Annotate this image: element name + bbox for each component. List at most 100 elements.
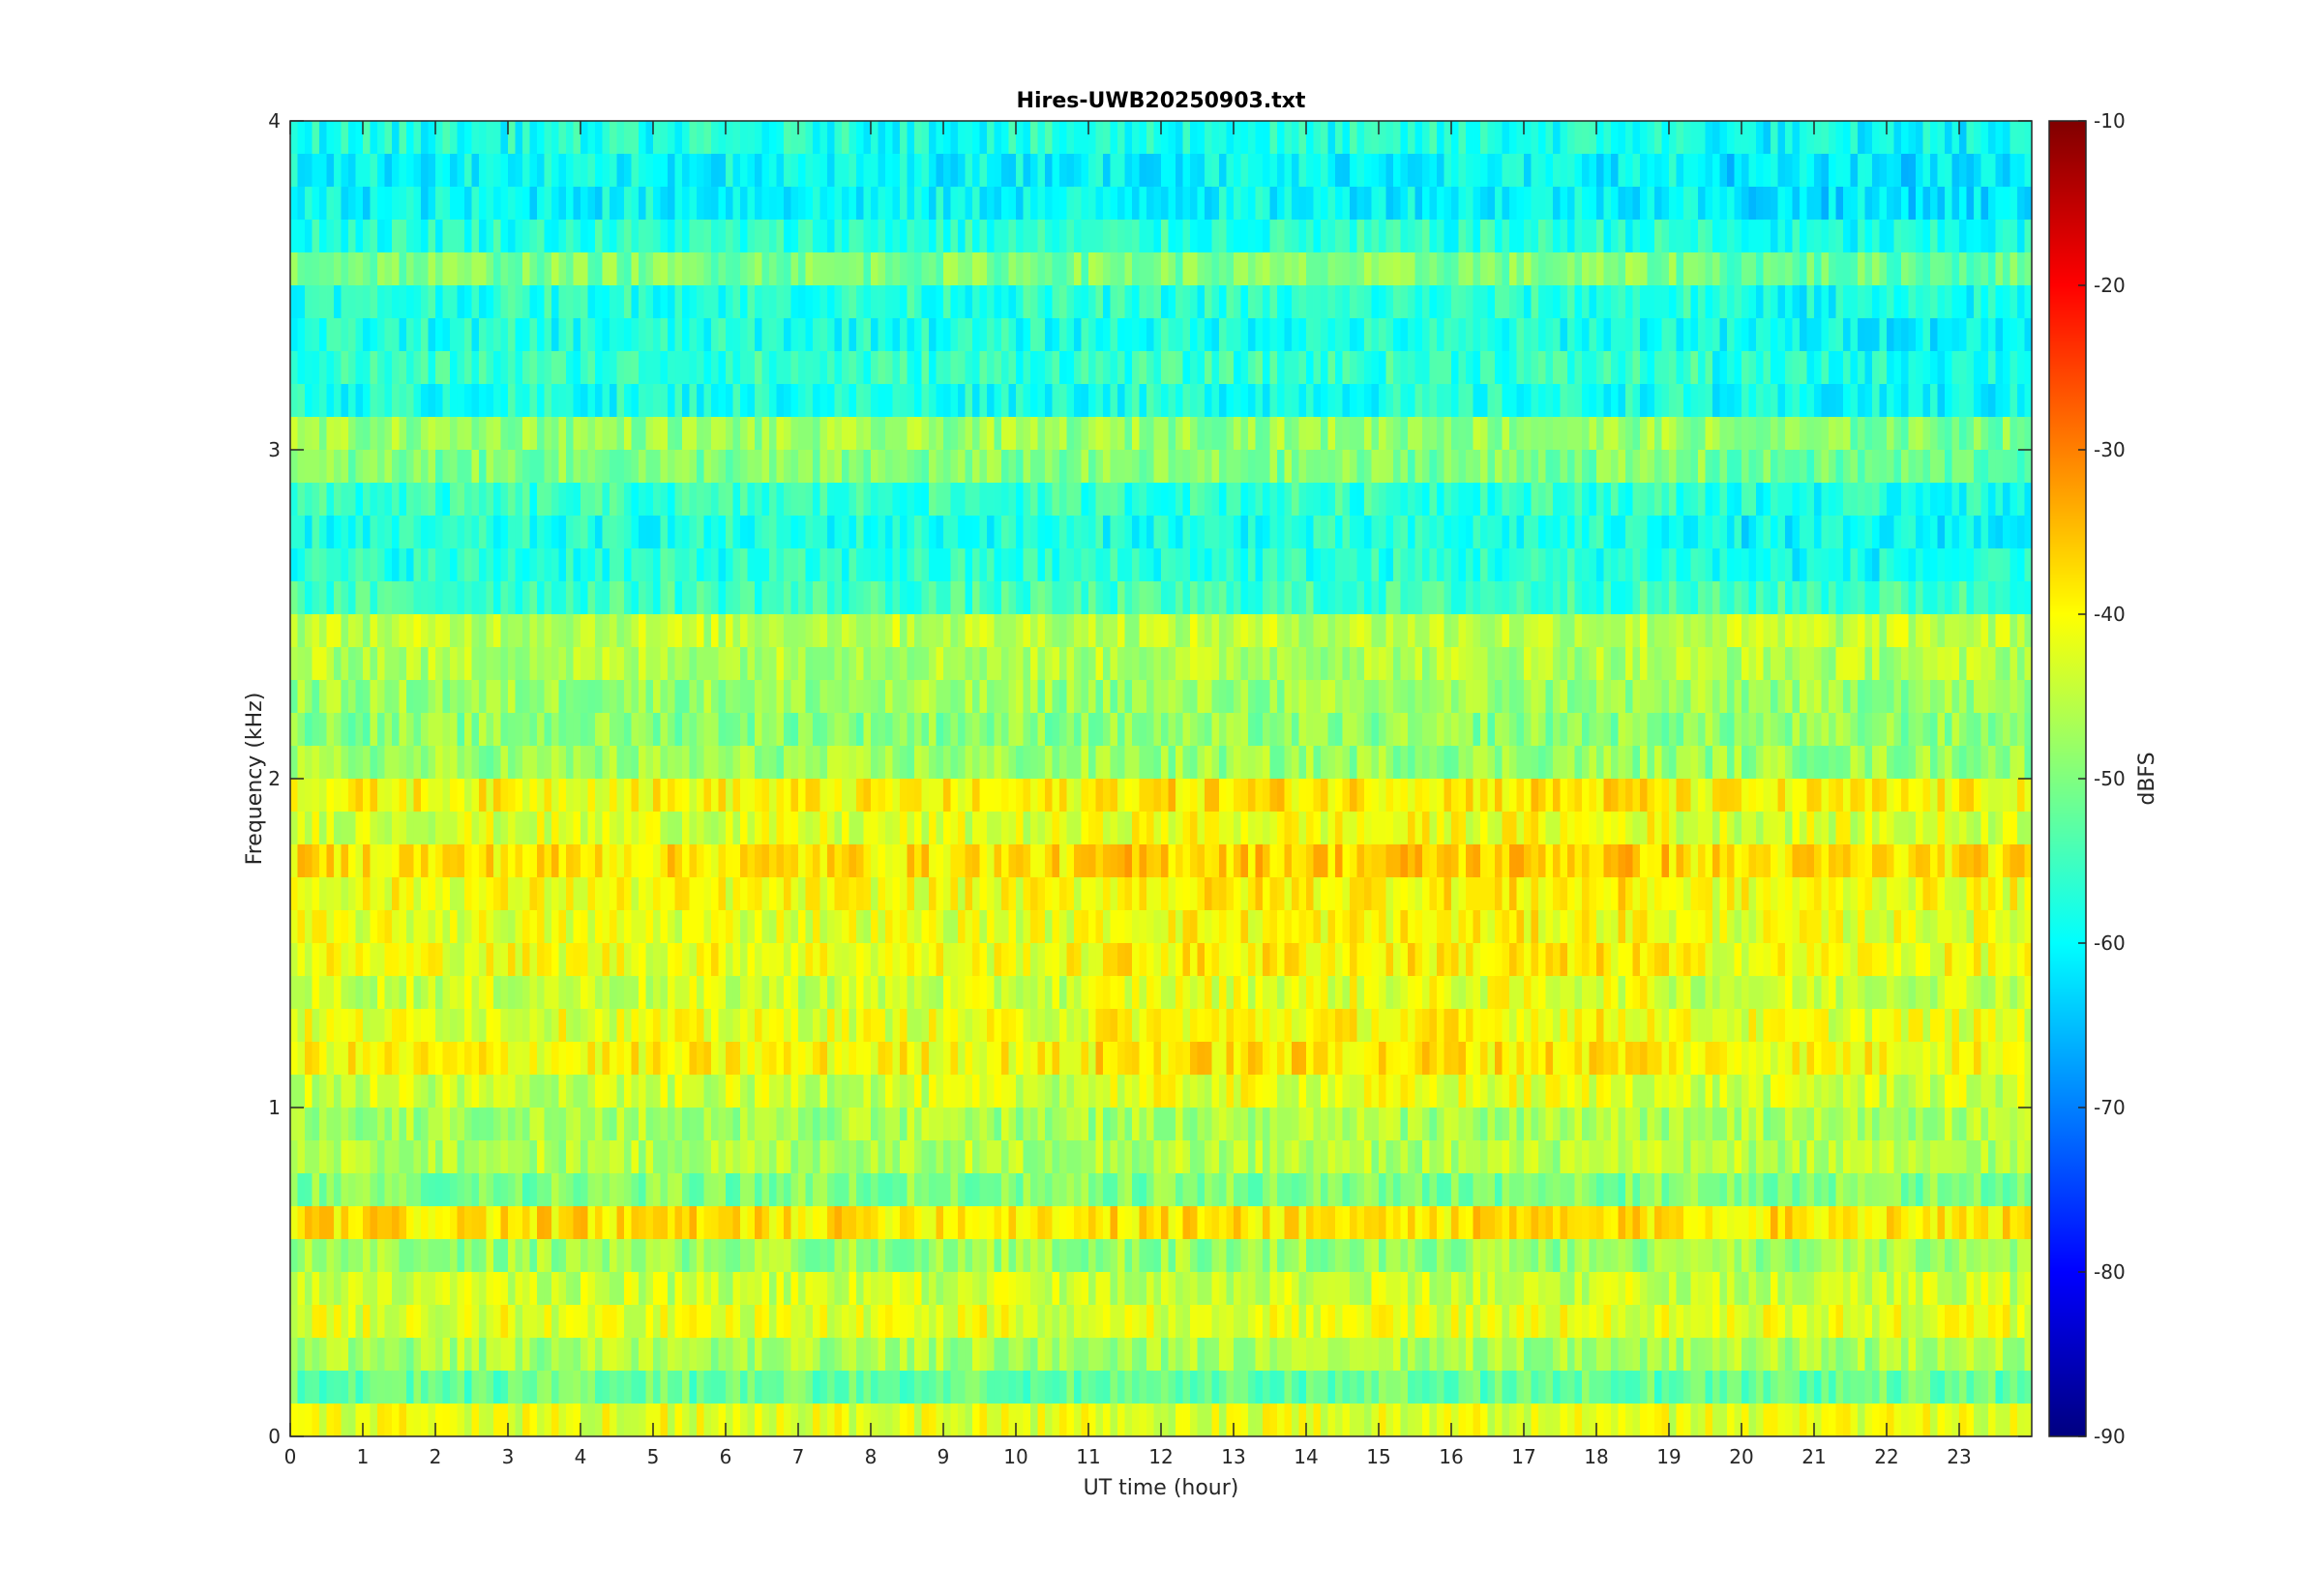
- heatmap-cell: [1103, 1404, 1112, 1436]
- heatmap-cell: [1240, 812, 1249, 844]
- heatmap-cell: [1771, 1206, 1779, 1239]
- heatmap-cell: [1066, 1173, 1075, 1206]
- heatmap-cell: [878, 910, 886, 943]
- heatmap-cell: [435, 812, 444, 844]
- heatmap-cell: [885, 844, 894, 877]
- heatmap-cell: [1205, 1272, 1213, 1305]
- heatmap-cell: [1045, 1042, 1054, 1075]
- heatmap-cell: [1095, 943, 1104, 976]
- heatmap-cell: [1146, 1009, 1155, 1042]
- heatmap-cell: [1509, 844, 1518, 877]
- heatmap-cell: [1777, 1239, 1786, 1272]
- heatmap-cell: [1843, 1338, 1852, 1371]
- heatmap-cell: [1124, 877, 1133, 910]
- heatmap-cell: [1654, 746, 1663, 779]
- heatmap-cell: [1864, 1206, 1873, 1239]
- heatmap-cell: [1531, 1075, 1539, 1108]
- heatmap-cell: [558, 1305, 567, 1338]
- heatmap-cell: [1248, 1042, 1257, 1075]
- heatmap-cell: [1821, 1371, 1830, 1404]
- heatmap-cell: [1124, 1206, 1133, 1239]
- heatmap-cell: [616, 1305, 625, 1338]
- heatmap-cell: [305, 1239, 313, 1272]
- heatmap-cell: [544, 746, 552, 779]
- heatmap-cell: [290, 1173, 299, 1206]
- heatmap-cell: [1545, 1042, 1554, 1075]
- heatmap-cell: [1611, 844, 1620, 877]
- heatmap-cell: [1408, 1371, 1416, 1404]
- heatmap-cell: [1908, 943, 1917, 976]
- heatmap-cell: [631, 1009, 640, 1042]
- heatmap-cell: [645, 1009, 654, 1042]
- heatmap-cell: [1974, 877, 1982, 910]
- heatmap-cell: [892, 812, 901, 844]
- heatmap-cell: [885, 976, 894, 1009]
- heatmap-cell: [813, 1305, 821, 1338]
- heatmap-cell: [1676, 1009, 1684, 1042]
- heatmap-cell: [914, 844, 923, 877]
- heatmap-cell: [348, 1338, 357, 1371]
- heatmap-cell: [319, 1206, 328, 1239]
- heatmap-cell: [1887, 1140, 1895, 1173]
- heatmap-cell: [1197, 1338, 1206, 1371]
- heatmap-cell: [1356, 1173, 1365, 1206]
- heatmap-cell: [1930, 1108, 1939, 1140]
- heatmap-cell: [1059, 1338, 1068, 1371]
- heatmap-cell: [871, 1009, 879, 1042]
- heatmap-cell: [1480, 1173, 1489, 1206]
- heatmap-cell: [551, 812, 560, 844]
- heatmap-cell: [871, 1140, 879, 1173]
- heatmap-cell: [2009, 1173, 2018, 1206]
- heatmap-cell: [421, 844, 430, 877]
- heatmap-cell: [2017, 1404, 2026, 1436]
- heatmap-cell: [1901, 1206, 1910, 1239]
- heatmap-cell: [1495, 1239, 1503, 1272]
- heatmap-cell: [892, 779, 901, 812]
- heatmap-cell: [1480, 1042, 1489, 1075]
- heatmap-cell: [689, 779, 698, 812]
- heatmap-cell: [1110, 1108, 1118, 1140]
- heatmap-cell: [929, 1305, 938, 1338]
- heatmap-cell: [1966, 943, 1975, 976]
- heatmap-cell: [1081, 1206, 1089, 1239]
- heatmap-cell: [587, 1371, 596, 1404]
- heatmap-cell: [740, 1338, 749, 1371]
- heatmap-cell: [1284, 779, 1293, 812]
- heatmap-cell: [769, 976, 778, 1009]
- heatmap-cell: [1727, 1305, 1736, 1338]
- heatmap-cell: [1045, 1338, 1054, 1371]
- heatmap-cell: [1951, 1239, 1960, 1272]
- heatmap-cell: [1284, 1173, 1293, 1206]
- heatmap-cell: [1248, 976, 1257, 1009]
- heatmap-cell: [914, 812, 923, 844]
- heatmap-cell: [1422, 1404, 1431, 1436]
- heatmap-cell: [1821, 877, 1830, 910]
- heatmap-cell: [1248, 910, 1257, 943]
- heatmap-cell: [900, 779, 908, 812]
- heatmap-cell: [1190, 1042, 1199, 1075]
- heatmap-cell: [493, 1371, 502, 1404]
- heatmap-cell: [537, 1305, 546, 1338]
- heatmap-cell: [689, 1173, 698, 1206]
- heatmap-cell: [1037, 1272, 1046, 1305]
- heatmap-cell: [1922, 1404, 1931, 1436]
- heatmap-cell: [1596, 1404, 1605, 1436]
- heatmap-cell: [1937, 779, 1946, 812]
- heatmap-cell: [435, 976, 444, 1009]
- heatmap-cell: [305, 1338, 313, 1371]
- heatmap-cell: [863, 910, 872, 943]
- heatmap-cell: [1945, 1108, 1953, 1140]
- heatmap-cell: [1545, 844, 1554, 877]
- heatmap-cell: [805, 779, 814, 812]
- heatmap-cell: [1567, 910, 1576, 943]
- heatmap-cell: [1690, 1338, 1699, 1371]
- heatmap-cell: [1066, 1042, 1075, 1075]
- heatmap-cell: [1748, 1206, 1757, 1239]
- heatmap-cell: [1168, 1338, 1176, 1371]
- heatmap-cell: [1945, 910, 1953, 943]
- heatmap-cell: [616, 1075, 625, 1108]
- heatmap-cell: [784, 877, 792, 910]
- heatmap-cell: [1872, 1338, 1881, 1371]
- heatmap-cell: [1284, 1239, 1293, 1272]
- heatmap-cell: [740, 1305, 749, 1338]
